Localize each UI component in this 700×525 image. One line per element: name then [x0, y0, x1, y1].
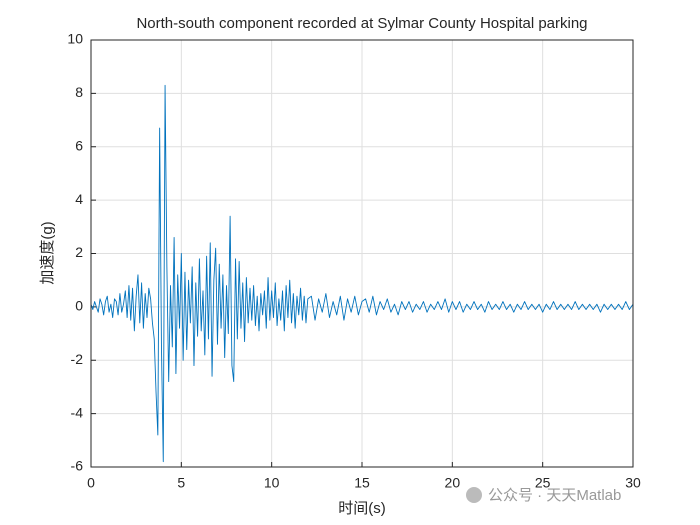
y-tick-label: 10 — [67, 31, 83, 47]
x-tick-label: 10 — [264, 475, 280, 491]
x-tick-label: 15 — [354, 475, 370, 491]
watermark-icon — [466, 487, 482, 503]
x-tick-label: 30 — [625, 475, 641, 491]
axes-box — [90, 39, 634, 468]
watermark: 公众号 · 天天Matlab — [488, 487, 621, 504]
chart-title: North-south component recorded at Sylmar… — [136, 15, 587, 32]
x-tick-label: 5 — [177, 475, 185, 491]
y-tick-label: -2 — [71, 351, 84, 367]
x-axis-label: 时间(s) — [338, 500, 386, 517]
y-tick-label: 6 — [75, 137, 83, 153]
data-line — [90, 84, 634, 463]
y-tick-label: 4 — [75, 191, 83, 207]
x-tick-label: 0 — [87, 475, 95, 491]
y-tick-label: -6 — [71, 458, 84, 474]
y-tick-label: -4 — [71, 404, 84, 420]
y-tick-label: 0 — [75, 298, 83, 314]
y-tick-label: 8 — [75, 84, 83, 100]
x-tick-label: 25 — [535, 475, 551, 491]
y-axis-label: 加速度(g) — [39, 221, 56, 284]
y-tick-label: 2 — [75, 244, 83, 260]
x-tick-label: 20 — [445, 475, 461, 491]
